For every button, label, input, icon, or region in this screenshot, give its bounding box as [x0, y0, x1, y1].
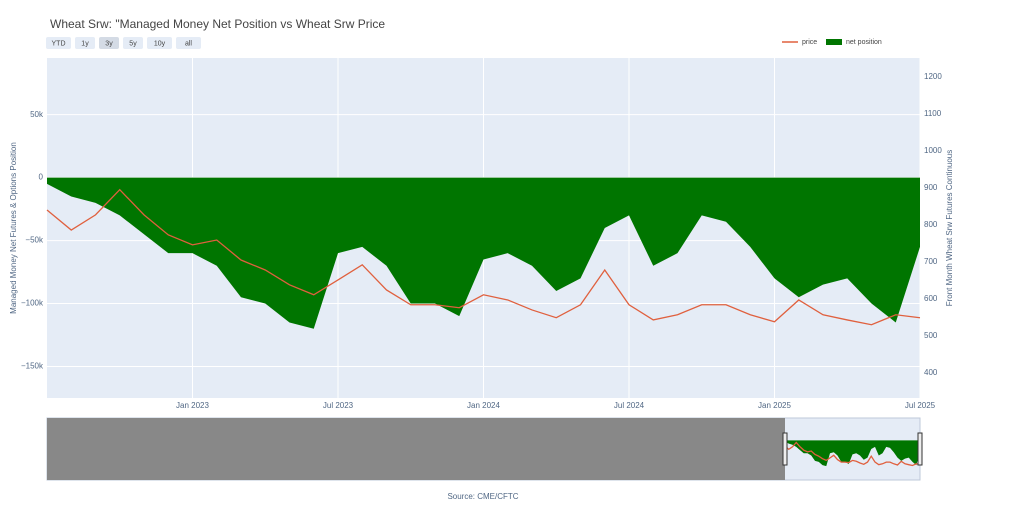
range-button-bg	[147, 37, 172, 49]
range-button-bg	[46, 37, 71, 49]
range-button-bg	[176, 37, 201, 49]
range-button-label[interactable]: 10y	[154, 40, 166, 47]
legend-swatch	[826, 39, 842, 45]
y-axis-title: Managed Money Net Futures & Options Posi…	[9, 142, 18, 314]
y2-tick-label: 800	[924, 220, 938, 229]
range-button[interactable]: YTD	[46, 37, 71, 49]
range-button-label[interactable]: 5y	[129, 40, 137, 47]
range-button-label[interactable]: 1y	[81, 40, 89, 47]
y2-tick-label: 900	[924, 183, 938, 192]
source: Source: CME/CFTC	[447, 492, 518, 501]
range-button-bg	[75, 37, 95, 49]
x-tick-label: Jul 2023	[323, 401, 354, 410]
slider-net-position-area	[785, 440, 920, 467]
y2-tick-label: 1200	[924, 72, 942, 81]
y-tick-label: 0	[39, 173, 44, 182]
range-button-bg	[123, 37, 143, 49]
y-tick-label: 50k	[30, 110, 44, 119]
range-button-label[interactable]: YTD	[52, 40, 66, 47]
slider-price-line	[784, 441, 921, 467]
range-handle[interactable]	[917, 432, 923, 466]
range-handle[interactable]	[782, 432, 788, 466]
y2-tick-label: 600	[924, 294, 938, 303]
legend-label: price	[802, 39, 817, 46]
range-button[interactable]: 1y	[75, 37, 95, 49]
x-tick-label: Jan 2025	[758, 401, 791, 410]
range-button[interactable]: all	[176, 37, 201, 49]
x-tick-label: Jan 2023	[176, 401, 209, 410]
y2-tick-label: 1000	[924, 146, 942, 155]
y2-tick-label: 400	[924, 368, 938, 377]
x-tick-label: Jan 2024	[467, 401, 500, 410]
range-button[interactable]: 5y	[123, 37, 143, 49]
y2-axis-title: Front Month Wheat Srw Futures Continuous	[945, 150, 954, 307]
chart-title: Wheat Srw: "Managed Money Net Position v…	[50, 17, 385, 31]
x-tick-label: Jul 2024	[614, 401, 645, 410]
y2-tick-label: 500	[924, 331, 938, 340]
range-button-label[interactable]: all	[185, 40, 192, 47]
y-tick-label: −100k	[21, 299, 44, 308]
range-button-label[interactable]: 3y	[105, 40, 113, 47]
legend-label: net position	[846, 39, 882, 46]
range-button-bg	[99, 37, 119, 49]
range-slider-mask	[47, 418, 785, 480]
range-button[interactable]: 3y	[99, 37, 119, 49]
range-button[interactable]: 10y	[147, 37, 172, 49]
net-position-area	[47, 177, 920, 329]
y-tick-label: −150k	[21, 362, 44, 371]
y-tick-label: −50k	[25, 236, 44, 245]
y2-tick-label: 1100	[924, 109, 942, 118]
price-line	[46, 188, 921, 326]
y2-tick-label: 700	[924, 257, 938, 266]
x-tick-label: Jul 2025	[905, 401, 936, 410]
